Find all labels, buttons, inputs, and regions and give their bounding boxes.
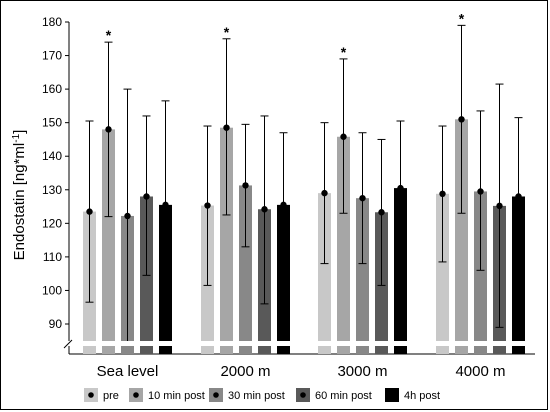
bar-4h-post-1 bbox=[277, 204, 290, 354]
bar-10-min-post-2 bbox=[337, 136, 350, 354]
bar-4h-post-3 bbox=[512, 196, 525, 354]
bar-30-min-post-3 bbox=[474, 191, 487, 354]
bar-10-min-post-1 bbox=[220, 127, 233, 354]
bar-10-min-post-0 bbox=[102, 129, 115, 354]
y-tick-label: 170 bbox=[42, 49, 62, 63]
mean-marker bbox=[359, 194, 366, 202]
mean-marker bbox=[86, 208, 93, 215]
mean-marker bbox=[223, 124, 230, 131]
mean-marker bbox=[143, 193, 150, 200]
significance-marker: * bbox=[341, 44, 347, 60]
bar-pre-2 bbox=[318, 193, 331, 354]
axis-break-band bbox=[67, 341, 535, 346]
mean-marker bbox=[340, 133, 347, 140]
y-tick-label: 160 bbox=[42, 82, 62, 96]
legend-label: 60 min post bbox=[315, 390, 372, 402]
y-tick-label: 120 bbox=[42, 216, 62, 230]
legend-swatch-4h-post bbox=[385, 388, 399, 402]
significance-marker: * bbox=[459, 10, 465, 26]
bar-4h-post-0 bbox=[159, 204, 172, 354]
legend-label: 4h post bbox=[404, 390, 440, 402]
axis-break-mark bbox=[63, 339, 73, 349]
y-tick-label: 100 bbox=[42, 283, 62, 297]
mean-marker bbox=[105, 126, 112, 133]
mean-marker bbox=[280, 201, 287, 209]
significance-marker: * bbox=[224, 24, 230, 40]
mean-marker bbox=[477, 188, 484, 195]
mean-marker bbox=[321, 189, 328, 197]
mean-marker bbox=[378, 209, 385, 216]
y-axis-label: Endostatin [ng*ml-1] bbox=[11, 130, 29, 261]
mean-marker bbox=[242, 182, 249, 189]
y-axis-label-superscript: -1 bbox=[11, 133, 22, 142]
mean-marker bbox=[496, 202, 503, 210]
x-category-label: 4000 m bbox=[455, 363, 505, 380]
mean-marker bbox=[261, 206, 268, 213]
bar-30-min-post-2 bbox=[356, 198, 369, 354]
legend-label: 10 min post bbox=[148, 390, 205, 402]
legend-marker bbox=[133, 392, 139, 398]
legend-marker bbox=[300, 392, 306, 398]
legend-marker bbox=[88, 392, 94, 398]
mean-marker bbox=[439, 190, 446, 198]
y-tick-label: 110 bbox=[43, 250, 62, 264]
y-axis-label-end: ] bbox=[11, 130, 28, 134]
legend-marker bbox=[213, 392, 219, 398]
mean-marker bbox=[124, 212, 131, 220]
y-tick-label: 130 bbox=[42, 183, 62, 197]
bar-pre-3 bbox=[436, 193, 449, 354]
x-category-label: Sea level bbox=[97, 363, 159, 380]
bar-30-min-post-1 bbox=[239, 185, 252, 354]
y-tick-label: 90 bbox=[49, 317, 63, 331]
mean-marker bbox=[515, 193, 522, 200]
y-tick-label: 140 bbox=[42, 149, 62, 163]
x-category-label: 3000 m bbox=[337, 363, 387, 380]
plot-area: 90 100 110 120 130 140 150 160 170 180 Sea level 20… bbox=[42, 10, 535, 380]
legend: pre 10 min post 30 min post 60 min post 4h p… bbox=[84, 388, 440, 402]
y-tick-label: 150 bbox=[42, 116, 62, 130]
mean-marker bbox=[162, 201, 169, 209]
x-category-label: 2000 m bbox=[220, 363, 270, 380]
mean-marker bbox=[458, 116, 465, 123]
legend-label: 30 min post bbox=[228, 390, 285, 402]
bar-4h-post-2 bbox=[394, 188, 407, 354]
bar-10-min-post-3 bbox=[455, 119, 468, 354]
legend-label: pre bbox=[103, 390, 119, 402]
y-axis-label-main: Endostatin [ng*ml bbox=[11, 143, 28, 261]
y-tick-label: 180 bbox=[42, 15, 62, 29]
mean-marker bbox=[204, 202, 211, 209]
mean-marker bbox=[397, 184, 404, 192]
significance-marker: * bbox=[106, 27, 112, 43]
